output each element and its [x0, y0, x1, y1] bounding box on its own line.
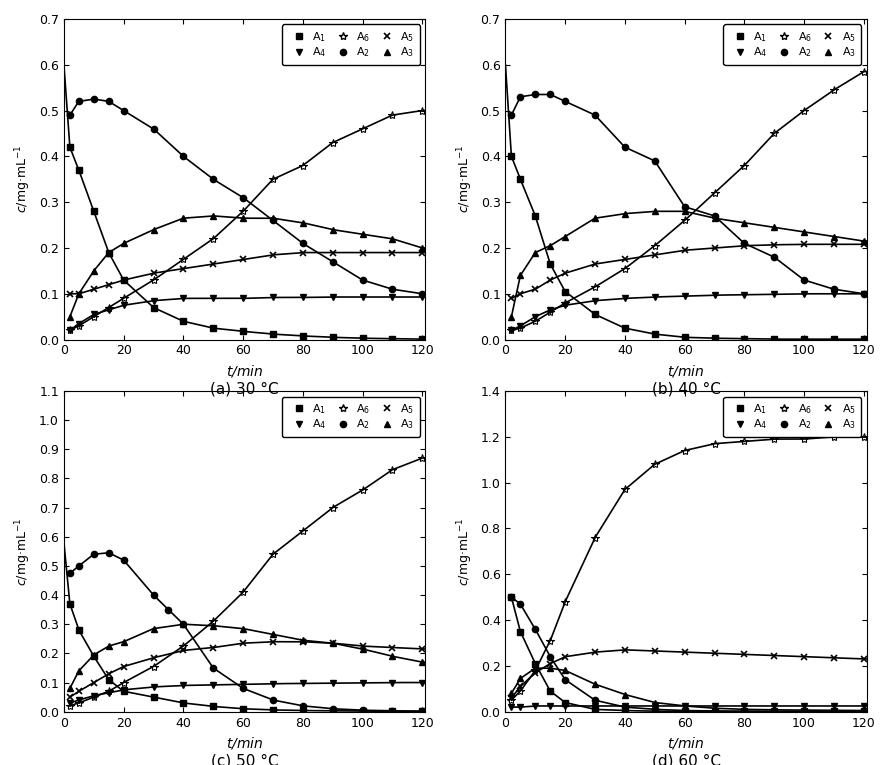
- Y-axis label: $c$/mg·mL$^{-1}$: $c$/mg·mL$^{-1}$: [14, 145, 34, 213]
- Text: (d) 60 °C: (d) 60 °C: [651, 754, 721, 765]
- Legend: A$_1$, A$_4$, A$_6$, A$_2$, A$_5$, A$_3$: A$_1$, A$_4$, A$_6$, A$_2$, A$_5$, A$_3$: [282, 24, 420, 65]
- Y-axis label: $c$/mg·mL$^{-1}$: $c$/mg·mL$^{-1}$: [456, 145, 475, 213]
- Y-axis label: $c$/mg·mL$^{-1}$: $c$/mg·mL$^{-1}$: [456, 517, 475, 585]
- X-axis label: $t$/min: $t$/min: [668, 363, 705, 379]
- Text: (a) 30 °C: (a) 30 °C: [210, 382, 279, 397]
- X-axis label: $t$/min: $t$/min: [226, 735, 263, 751]
- Legend: A$_1$, A$_4$, A$_6$, A$_2$, A$_5$, A$_3$: A$_1$, A$_4$, A$_6$, A$_2$, A$_5$, A$_3$: [282, 396, 420, 437]
- X-axis label: $t$/min: $t$/min: [226, 363, 263, 379]
- Text: (c) 50 °C: (c) 50 °C: [211, 754, 279, 765]
- Legend: A$_1$, A$_4$, A$_6$, A$_2$, A$_5$, A$_3$: A$_1$, A$_4$, A$_6$, A$_2$, A$_5$, A$_3$: [724, 396, 862, 437]
- Text: (b) 40 °C: (b) 40 °C: [651, 382, 721, 397]
- Legend: A$_1$, A$_4$, A$_6$, A$_2$, A$_5$, A$_3$: A$_1$, A$_4$, A$_6$, A$_2$, A$_5$, A$_3$: [724, 24, 862, 65]
- Y-axis label: $c$/mg·mL$^{-1}$: $c$/mg·mL$^{-1}$: [14, 517, 34, 585]
- X-axis label: $t$/min: $t$/min: [668, 735, 705, 751]
